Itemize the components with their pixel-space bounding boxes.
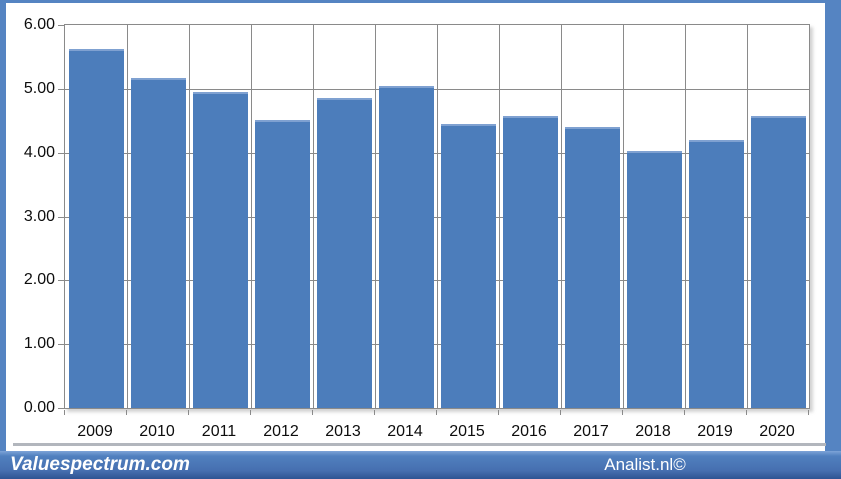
x-axis-tick — [374, 410, 375, 415]
bar-2009 — [68, 48, 124, 408]
x-axis-tick — [560, 410, 561, 415]
y-axis-tick — [58, 344, 65, 346]
x-axis-label: 2020 — [759, 423, 795, 440]
x-axis-label: 2017 — [573, 423, 609, 440]
bar-2010 — [130, 77, 186, 408]
x-axis-label: 2018 — [635, 423, 671, 440]
x-axis-tick — [436, 410, 437, 415]
gridline-vertical — [436, 25, 438, 408]
y-axis-label: 0.00 — [23, 399, 55, 416]
x-axis-label: 2013 — [325, 423, 361, 440]
x-axis-tick — [746, 410, 747, 415]
y-axis-tick — [58, 280, 65, 282]
bar-2016 — [502, 115, 558, 408]
y-axis-label: 3.00 — [23, 207, 55, 225]
plot-area — [64, 24, 810, 409]
x-axis-label: 2010 — [139, 423, 175, 440]
y-axis-tick — [58, 152, 65, 154]
x-axis-tick — [64, 410, 65, 415]
bar-2015 — [440, 123, 496, 408]
gridline-vertical — [684, 25, 686, 408]
y-axis-tick — [58, 408, 65, 409]
y-axis-tick — [58, 216, 65, 218]
y-axis-tick — [58, 88, 65, 90]
x-axis-label: 2009 — [77, 423, 113, 440]
footer-brand-valuespectrum: Valuespectrum.com — [10, 454, 190, 475]
y-axis-label: 4.00 — [23, 143, 55, 161]
x-axis-label: 2014 — [387, 423, 423, 440]
x-axis-tick — [126, 410, 127, 415]
panel-bottom-shadow-line — [13, 443, 826, 446]
x-axis-label: 2019 — [697, 423, 733, 440]
bar-2018 — [626, 150, 682, 408]
x-axis-label: 2016 — [511, 423, 547, 440]
gridline-vertical — [622, 25, 624, 408]
footer-credit-analist: Analist.nl© — [604, 455, 686, 474]
x-axis-tick — [498, 410, 499, 415]
y-axis-tick — [58, 25, 65, 26]
gridline-vertical — [126, 25, 128, 408]
footer-bar: Valuespectrum.com Analist.nl© — [0, 451, 841, 479]
gridline-vertical — [498, 25, 500, 408]
y-axis-label: 6.00 — [23, 16, 55, 33]
y-axis-label: 1.00 — [23, 335, 55, 353]
gridline-vertical — [746, 25, 748, 408]
gridline-vertical — [560, 25, 562, 408]
bar-2013 — [316, 98, 372, 408]
x-axis-tick — [622, 410, 623, 415]
bar-2011 — [192, 92, 248, 408]
x-axis-label: 2011 — [201, 423, 237, 440]
gridline-vertical — [250, 25, 252, 408]
gridline-vertical — [374, 25, 376, 408]
bar-2012 — [254, 120, 310, 408]
gridline-vertical — [188, 25, 190, 408]
x-axis-tick — [188, 410, 189, 415]
x-axis-tick — [684, 410, 685, 415]
y-axis-label: 2.00 — [23, 271, 55, 289]
bar-2020 — [750, 116, 806, 408]
gridline-vertical — [312, 25, 314, 408]
bar-2019 — [688, 139, 744, 408]
x-axis-tick — [312, 410, 313, 415]
x-axis-tick — [250, 410, 251, 415]
bar-2017 — [564, 126, 620, 408]
x-axis-tick — [808, 410, 809, 415]
y-axis-label: 5.00 — [23, 79, 55, 97]
bar-2014 — [378, 86, 434, 408]
x-axis-label: 2012 — [263, 423, 299, 440]
x-axis-label: 2015 — [449, 423, 485, 440]
